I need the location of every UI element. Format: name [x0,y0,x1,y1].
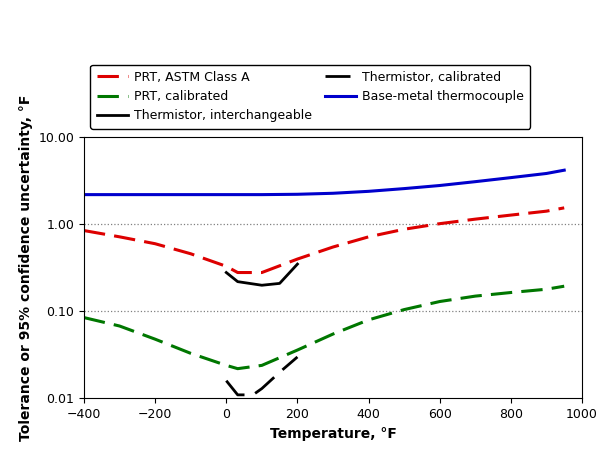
Thermistor, calibrated [223,378,230,383]
Base-metal thermocouple [507,175,514,180]
PRT, ASTM Class A [294,256,301,262]
Thermistor, interchangeable [223,270,230,275]
PRT, ASTM Class A [507,213,514,218]
Base-metal thermocouple [560,168,568,173]
Thermistor, calibrated [258,386,265,391]
Thermistor, interchangeable [276,281,283,286]
PRT, calibrated [560,284,568,289]
Base-metal thermocouple [116,192,123,197]
Base-metal thermocouple [80,192,88,197]
PRT, ASTM Class A [116,234,123,240]
PRT, calibrated [294,347,301,353]
PRT, ASTM Class A [329,244,337,250]
PRT, ASTM Class A [223,263,230,269]
Line: Thermistor, calibrated: Thermistor, calibrated [226,357,298,395]
Line: PRT, ASTM Class A: PRT, ASTM Class A [84,208,564,273]
PRT, ASTM Class A [234,270,241,275]
Base-metal thermocouple [187,192,194,197]
PRT, calibrated [223,363,230,368]
Base-metal thermocouple [258,192,265,197]
PRT, calibrated [258,363,265,368]
PRT, ASTM Class A [472,216,479,222]
PRT, calibrated [365,317,372,322]
Line: Base-metal thermocouple: Base-metal thermocouple [84,170,564,195]
PRT, ASTM Class A [152,241,159,246]
Base-metal thermocouple [436,183,443,188]
Thermistor, interchangeable [294,262,301,267]
PRT, calibrated [234,366,241,371]
Base-metal thermocouple [152,192,159,197]
Base-metal thermocouple [401,186,408,191]
Base-metal thermocouple [223,192,230,197]
PRT, ASTM Class A [436,221,443,226]
PRT, calibrated [329,331,337,337]
Thermistor, calibrated [276,370,283,375]
Thermistor, calibrated [250,392,257,398]
PRT, ASTM Class A [543,208,550,214]
Legend: PRT, ASTM Class A, PRT, calibrated, Thermistor, interchangeable, Thermistor, cal: PRT, ASTM Class A, PRT, calibrated, Ther… [90,65,530,129]
PRT, ASTM Class A [365,234,372,240]
PRT, ASTM Class A [560,205,568,211]
PRT, calibrated [187,350,194,356]
PRT, ASTM Class A [187,251,194,256]
Y-axis label: Tolerance or 95% confidence uncertainty, °F: Tolerance or 95% confidence uncertainty,… [19,95,33,441]
PRT, calibrated [543,286,550,292]
Base-metal thermocouple [543,171,550,176]
PRT, ASTM Class A [258,270,265,275]
PRT, calibrated [116,323,123,329]
Thermistor, calibrated [294,354,301,360]
Line: PRT, calibrated: PRT, calibrated [84,286,564,369]
PRT, calibrated [472,294,479,299]
PRT, calibrated [507,290,514,295]
PRT, calibrated [152,337,159,342]
Base-metal thermocouple [294,191,301,197]
Base-metal thermocouple [365,189,372,194]
Thermistor, interchangeable [258,283,265,288]
X-axis label: Temperature, °F: Temperature, °F [269,427,397,441]
Line: Thermistor, interchangeable: Thermistor, interchangeable [226,264,298,285]
PRT, calibrated [436,299,443,304]
Thermistor, interchangeable [234,279,241,284]
PRT, calibrated [80,315,88,320]
Base-metal thermocouple [329,191,337,196]
PRT, ASTM Class A [401,227,408,232]
Thermistor, calibrated [234,392,241,398]
Base-metal thermocouple [472,179,479,185]
PRT, calibrated [401,307,408,312]
PRT, ASTM Class A [80,228,88,233]
